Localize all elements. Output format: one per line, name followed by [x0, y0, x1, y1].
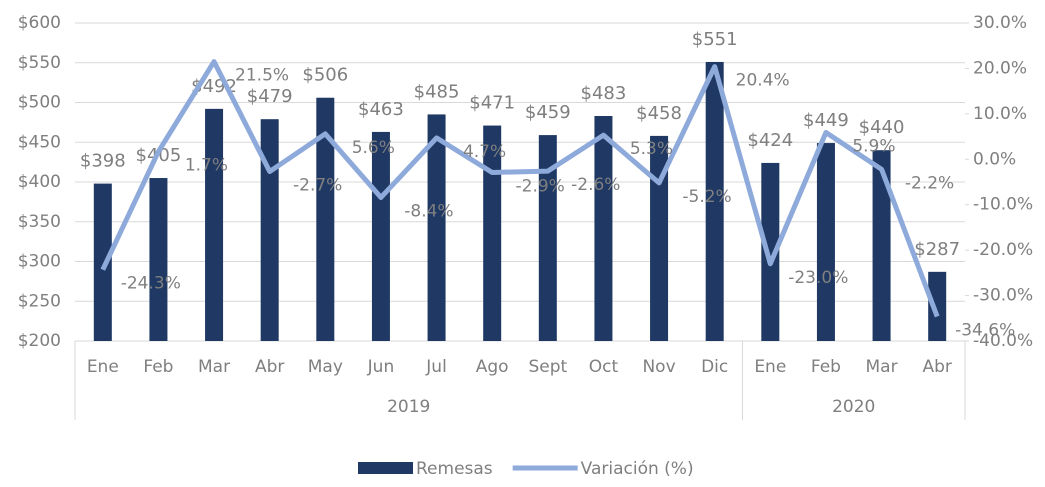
- x-tick-label: Feb: [811, 357, 841, 377]
- bar-value-label: $551: [692, 29, 738, 50]
- line-value-label: -2.7%: [293, 176, 342, 196]
- y2-tick-label: -10.0%: [973, 195, 1033, 215]
- y2-tick-label: 20.0%: [973, 58, 1027, 78]
- bar-value-label: $459: [525, 102, 571, 123]
- bar: [538, 135, 557, 341]
- y-tick-label: $600: [18, 13, 61, 33]
- line-value-label: 1.7%: [185, 156, 228, 176]
- x-tick-label: Jun: [367, 357, 395, 377]
- x-tick-label: Ene: [87, 357, 119, 377]
- bar-value-label: $479: [247, 86, 293, 107]
- x-tick-label: Mar: [198, 357, 230, 377]
- bar-value-label: $485: [414, 81, 460, 102]
- bar-value-label: $424: [747, 130, 793, 151]
- x-tick-label: Abr: [922, 357, 951, 377]
- bar-value-label: $458: [636, 103, 682, 124]
- y-tick-label: $250: [18, 291, 61, 311]
- y-tick-label: $300: [18, 252, 61, 272]
- bar: [149, 178, 168, 341]
- bar: [316, 97, 335, 341]
- legend-label: Variación (%): [581, 459, 694, 479]
- bar: [650, 135, 669, 341]
- y-tick-label: $550: [18, 53, 61, 73]
- y-tick-label: $200: [18, 331, 61, 351]
- y2-tick-label: -30.0%: [973, 286, 1033, 306]
- bar-value-label: $440: [859, 117, 905, 138]
- y2-tick-label: -40.0%: [973, 331, 1033, 351]
- line-value-label: -2.2%: [905, 173, 954, 193]
- bar: [816, 143, 835, 341]
- group-label: 2020: [832, 397, 875, 417]
- bar-value-label: $506: [302, 65, 348, 86]
- line: [100, 59, 940, 318]
- y2-tick-label: 0.0%: [973, 149, 1016, 169]
- bar: [93, 183, 112, 341]
- x-tick-label: Oct: [589, 357, 619, 377]
- y-tick-label: $350: [18, 212, 61, 232]
- line-value-label: -24.3%: [121, 274, 181, 294]
- y2-tick-label: -20.0%: [973, 240, 1033, 260]
- line-value-label: 20.4%: [736, 71, 790, 91]
- line-value-label: -5.2%: [682, 187, 731, 207]
- x-tick-label: Ago: [476, 357, 509, 377]
- x-tick-label: Ene: [754, 357, 786, 377]
- bar: [483, 125, 502, 342]
- line-value-label: 21.5%: [235, 66, 289, 86]
- bar: [594, 116, 613, 341]
- x-tick-label: Feb: [143, 357, 173, 377]
- line-value-label: 5.3%: [630, 139, 673, 159]
- bar-value-label: $483: [581, 83, 627, 104]
- group-label: 2019: [387, 397, 430, 417]
- x-tick-label: Jul: [425, 357, 447, 377]
- line-value-label: -23.0%: [788, 268, 848, 288]
- bar: [761, 162, 780, 341]
- bar: [928, 271, 947, 341]
- legend-label: Remesas: [416, 459, 493, 479]
- x-tick-label: Mar: [866, 357, 898, 377]
- line-value-label: 5.9%: [852, 136, 895, 156]
- line-value-label: -8.4%: [404, 201, 453, 221]
- x-tick-label: Sept: [528, 357, 567, 377]
- y-tick-label: $500: [18, 93, 61, 113]
- y2-tick-label: 30.0%: [973, 13, 1027, 33]
- bar-value-label: $287: [914, 239, 960, 260]
- line-value-label: 5.6%: [352, 138, 395, 158]
- bar: [371, 131, 390, 341]
- y2-tick-label: 10.0%: [973, 104, 1027, 124]
- x-tick-label: Abr: [255, 357, 284, 377]
- line-value-label: -2.6%: [571, 175, 620, 195]
- line-value-label: -2.9%: [516, 176, 565, 196]
- bar-value-label: $449: [803, 110, 849, 131]
- x-tick-label: May: [308, 357, 343, 377]
- bar: [872, 150, 891, 341]
- bar: [705, 61, 724, 341]
- legend-swatch: [358, 462, 413, 474]
- bar: [260, 119, 279, 341]
- x-tick-label: Dic: [701, 357, 728, 377]
- y-tick-label: $450: [18, 132, 61, 152]
- line-value-label: -34.6%: [955, 320, 1015, 340]
- bar-value-label: $471: [469, 93, 515, 114]
- bar-value-label: $463: [358, 99, 404, 120]
- x-tick-label: Nov: [642, 357, 675, 377]
- bar: [427, 114, 446, 341]
- bar: [205, 108, 224, 341]
- line-value-label: 4.7%: [463, 142, 506, 162]
- y-tick-label: $400: [18, 172, 61, 192]
- bar-value-label: $398: [80, 151, 126, 172]
